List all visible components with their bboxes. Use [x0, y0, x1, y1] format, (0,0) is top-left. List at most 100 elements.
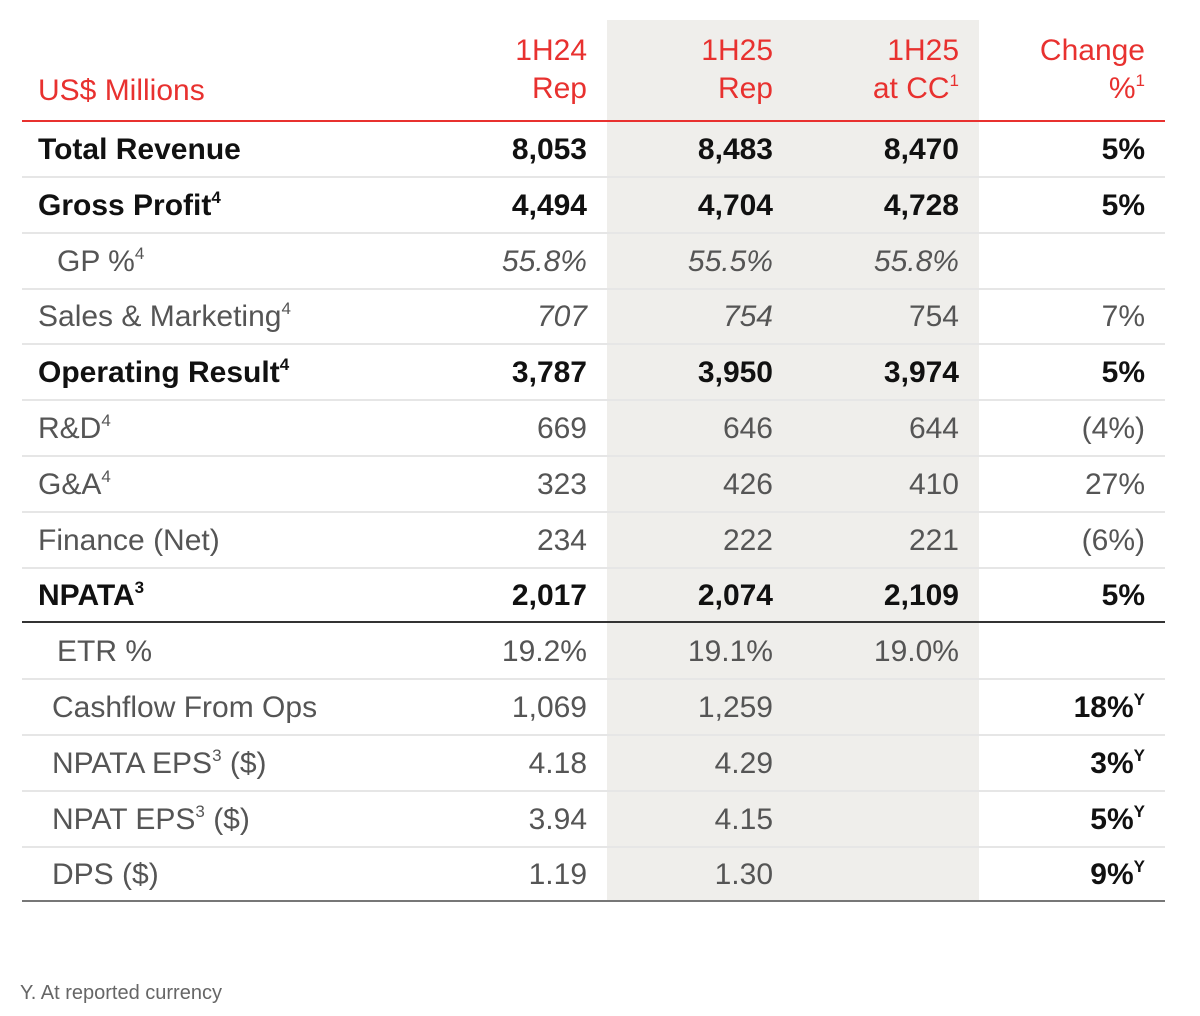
header-text: % [1108, 72, 1136, 105]
value-cell: 3,950 [553, 345, 773, 401]
value-cell: 8,483 [553, 122, 773, 178]
value-cell: 2,109 [739, 568, 959, 624]
value-cell: 234 [367, 513, 587, 569]
value-cell: 4.15 [553, 792, 773, 848]
label-text: Cashflow From Ops [52, 691, 318, 724]
value-text: 754 [908, 300, 959, 334]
row-separator [22, 734, 1165, 736]
row-separator [22, 343, 1165, 346]
label-text: NPAT EPS [52, 802, 196, 836]
label-superscript: 4 [279, 355, 290, 375]
header-text: Change [1039, 34, 1145, 67]
header-superscript: 1 [949, 71, 959, 90]
value-text: 669 [536, 412, 587, 445]
change-cell: (4%) [925, 401, 1145, 457]
value-text: 2,074 [697, 579, 773, 613]
change-cell: 5% [925, 178, 1145, 234]
value-text: 221 [908, 523, 959, 557]
header-cell: US$ Millions [38, 72, 205, 110]
label-text: NPATA [38, 579, 135, 613]
value-text: 55.8% [873, 244, 959, 278]
change-text: 7% [1101, 300, 1145, 334]
row-separator [22, 455, 1165, 457]
row-label: Cashflow From Ops [52, 680, 317, 736]
label-superscript: 4 [281, 299, 291, 319]
value-text: 55.5% [687, 244, 773, 278]
label-superscript: 3 [195, 801, 205, 821]
label-text: NPATA EPS [52, 746, 213, 780]
value-cell: 4.29 [553, 736, 773, 792]
value-text: 8,470 [883, 133, 959, 166]
value-cell: 410 [739, 457, 959, 513]
row-label: ETR % [57, 624, 152, 680]
value-cell: 4,494 [367, 178, 587, 234]
label-superscript: 4 [101, 411, 111, 430]
value-cell: 2,074 [553, 568, 773, 624]
change-cell: 3%Y [925, 736, 1145, 792]
header-cell: Rep [387, 70, 587, 108]
value-text: 3,787 [511, 356, 587, 390]
bottom-rule [22, 900, 1165, 902]
label-text: ETR % [57, 635, 153, 669]
value-cell: 4.18 [367, 736, 587, 792]
value-text: 4.29 [714, 746, 773, 780]
header-cell: Change [945, 32, 1145, 70]
header-rule [22, 120, 1165, 122]
value-text: 1,069 [511, 691, 587, 724]
change-text: 5% [1101, 188, 1145, 222]
label-text: DPS ($) [52, 858, 159, 892]
change-superscript: Y [1133, 801, 1145, 821]
change-text: 27% [1084, 467, 1145, 501]
row-label: R&D4 [38, 401, 111, 457]
header-cell: 1H25 [573, 32, 773, 70]
value-text: 55.8% [501, 244, 587, 278]
value-cell: 669 [367, 401, 587, 457]
header-cell: Rep [573, 70, 773, 108]
row-label: Sales & Marketing4 [38, 289, 291, 345]
header-superscript: 1 [1135, 71, 1145, 90]
row-separator [22, 566, 1165, 569]
header-cell: at CC1 [759, 70, 959, 108]
change-cell: (6%) [925, 513, 1145, 569]
value-cell: 3,974 [739, 345, 959, 401]
row-separator [22, 678, 1165, 681]
value-text: 222 [722, 523, 773, 557]
value-cell: 646 [553, 401, 773, 457]
label-suffix: ($) [221, 746, 267, 780]
header-text: 1H24 [515, 34, 587, 67]
value-text: 426 [722, 467, 773, 501]
row-label: GP %4 [57, 234, 144, 290]
value-text: 646 [722, 412, 773, 445]
value-cell: 3.94 [367, 792, 587, 848]
label-text: Gross Profit [38, 188, 212, 222]
label-superscript: 3 [212, 745, 222, 765]
label-text: Total Revenue [38, 133, 241, 166]
change-cell: 9%Y [925, 847, 1145, 903]
label-text: G&A [38, 467, 102, 501]
value-cell: 4,728 [739, 178, 959, 234]
change-cell: 18%Y [925, 680, 1145, 736]
change-superscript: Y [1133, 745, 1145, 765]
change-text: 5% [1101, 579, 1145, 613]
value-text: 3,974 [883, 356, 959, 390]
value-cell: 19.0% [739, 624, 959, 680]
row-separator [22, 789, 1165, 792]
label-superscript: 3 [134, 578, 145, 598]
label-suffix: ($) [204, 802, 250, 836]
value-cell: 1,259 [553, 680, 773, 736]
value-cell: 222 [553, 513, 773, 569]
header-text: 1H25 [701, 34, 773, 67]
value-cell: 1.19 [367, 847, 587, 903]
change-text: 18% [1073, 691, 1134, 724]
value-text: 3,950 [697, 356, 773, 390]
value-cell: 1.30 [553, 847, 773, 903]
value-text: 2,017 [511, 579, 587, 613]
value-cell: 55.8% [739, 234, 959, 290]
label-text: Operating Result [38, 356, 280, 390]
value-cell: 3,787 [367, 345, 587, 401]
label-superscript: 4 [134, 243, 145, 263]
change-cell: 27% [925, 457, 1145, 513]
header-text: Rep [717, 72, 773, 105]
value-cell: 754 [739, 289, 959, 345]
